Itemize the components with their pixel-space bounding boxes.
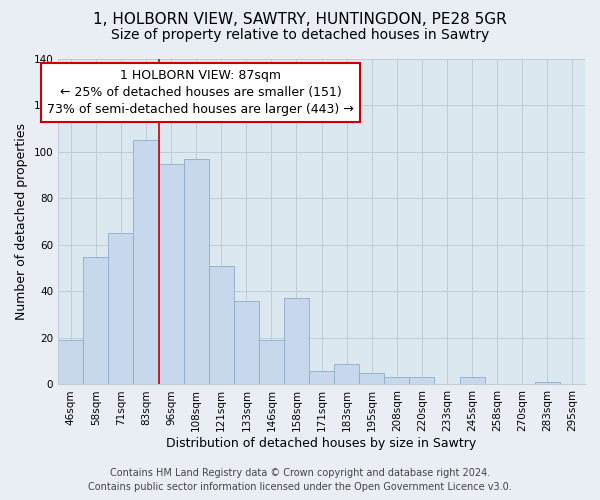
Text: 1, HOLBORN VIEW, SAWTRY, HUNTINGDON, PE28 5GR: 1, HOLBORN VIEW, SAWTRY, HUNTINGDON, PE2…	[93, 12, 507, 28]
Bar	[209, 266, 234, 384]
Bar	[184, 159, 209, 384]
Bar	[535, 382, 560, 384]
Bar	[409, 378, 434, 384]
Bar	[385, 378, 409, 384]
Bar	[133, 140, 158, 384]
Bar	[158, 164, 184, 384]
Bar	[234, 301, 259, 384]
Bar	[309, 370, 334, 384]
Bar	[259, 340, 284, 384]
Bar	[359, 373, 385, 384]
Bar	[83, 256, 109, 384]
Text: Contains HM Land Registry data © Crown copyright and database right 2024.
Contai: Contains HM Land Registry data © Crown c…	[88, 468, 512, 492]
X-axis label: Distribution of detached houses by size in Sawtry: Distribution of detached houses by size …	[166, 437, 477, 450]
Text: Size of property relative to detached houses in Sawtry: Size of property relative to detached ho…	[111, 28, 489, 42]
Bar	[460, 378, 485, 384]
Bar	[58, 340, 83, 384]
Bar	[334, 364, 359, 384]
Bar	[109, 234, 133, 384]
Y-axis label: Number of detached properties: Number of detached properties	[15, 123, 28, 320]
Bar	[284, 298, 309, 384]
Text: 1 HOLBORN VIEW: 87sqm
← 25% of detached houses are smaller (151)
73% of semi-det: 1 HOLBORN VIEW: 87sqm ← 25% of detached …	[47, 69, 354, 116]
